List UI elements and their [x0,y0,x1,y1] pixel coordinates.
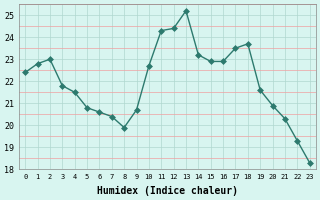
X-axis label: Humidex (Indice chaleur): Humidex (Indice chaleur) [97,186,238,196]
